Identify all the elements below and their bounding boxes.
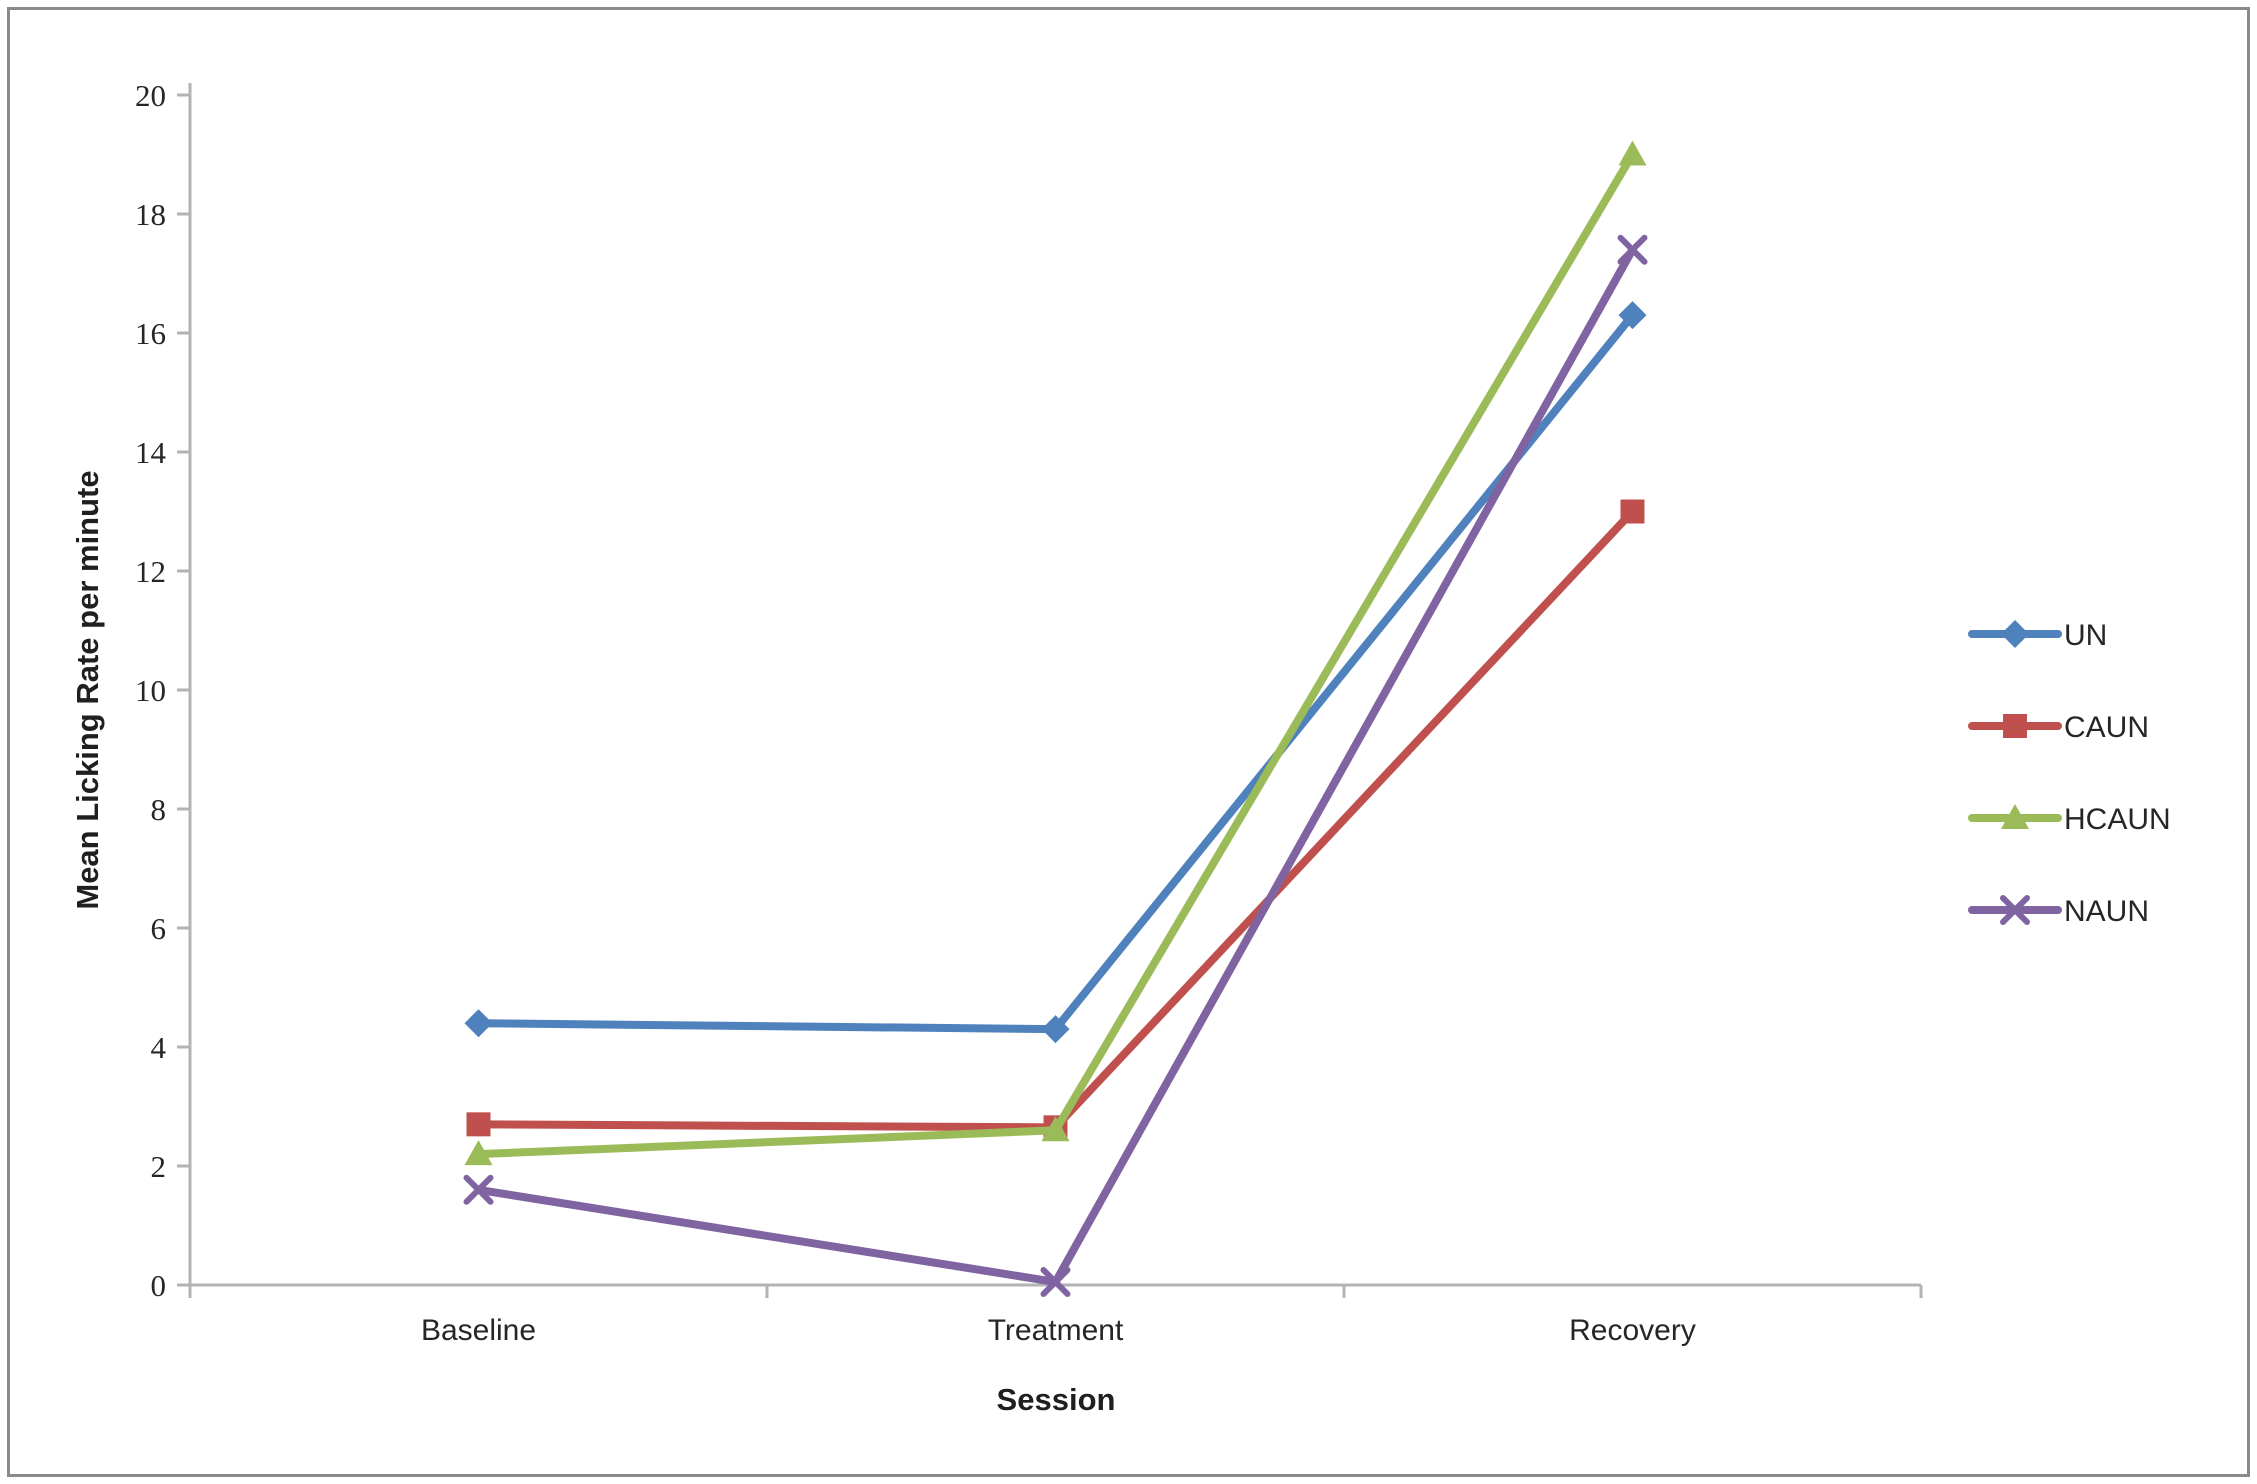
- legend-item-UN: UN: [1968, 619, 2107, 652]
- legend-label: CAUN: [2064, 711, 2149, 744]
- series-UN: [464, 301, 1647, 1044]
- marker-x: [463, 1174, 494, 1205]
- marker-triangle: [1041, 1116, 1070, 1142]
- marker-x: [1040, 1267, 1071, 1298]
- y-tick-label: 12: [135, 554, 166, 589]
- marker-square: [2003, 714, 2027, 738]
- y-tick-label: 4: [151, 1030, 167, 1065]
- y-tick-label: 2: [151, 1149, 167, 1184]
- marker-diamond: [2001, 620, 2029, 648]
- y-tick-label: 8: [151, 792, 167, 827]
- marker-square: [466, 1112, 491, 1137]
- category-label: Recovery: [1569, 1314, 1696, 1347]
- legend-label: HCAUN: [2064, 803, 2171, 836]
- category-label: Treatment: [988, 1314, 1124, 1347]
- y-tick-label: 16: [135, 316, 166, 351]
- marker-x: [2000, 895, 2030, 925]
- series-line-HCAUN: [474, 150, 1637, 1159]
- x-axis-title: Session: [996, 1382, 1116, 1417]
- y-tick-label: 0: [151, 1268, 167, 1303]
- y-tick-label: 6: [151, 911, 167, 946]
- legend: UN CAUN HCAUN NAUN: [1968, 619, 2171, 928]
- y-tick-label: 18: [135, 197, 166, 232]
- legend-label: NAUN: [2064, 895, 2149, 928]
- category-label: Baseline: [421, 1314, 536, 1347]
- legend-item-NAUN: NAUN: [1968, 895, 2149, 928]
- y-tick-label: 20: [135, 78, 166, 113]
- figure-border: [7, 7, 2250, 1477]
- marker-diamond: [1618, 301, 1647, 330]
- legend-label: UN: [2064, 619, 2107, 652]
- marker-x: [1617, 234, 1648, 265]
- series-NAUN: [463, 234, 1648, 1298]
- legend-item-HCAUN: HCAUN: [1968, 803, 2171, 836]
- marker-triangle: [2001, 804, 2029, 829]
- marker-triangle: [1618, 140, 1647, 166]
- series-CAUN: [466, 499, 1645, 1140]
- y-axis-title: Mean Licking Rate per minute: [70, 470, 105, 910]
- series-line-UN: [474, 311, 1637, 1034]
- y-tick-label: 14: [135, 435, 167, 470]
- marker-square: [1620, 499, 1645, 524]
- legend-item-CAUN: CAUN: [1968, 711, 2149, 744]
- y-tick-labels: 0 2 4 6 8 10 12 14 16 18 20: [135, 78, 190, 1303]
- marker-triangle: [464, 1140, 493, 1166]
- y-tick-label: 10: [135, 673, 166, 708]
- marker-diamond: [464, 1009, 493, 1038]
- series-HCAUN: [464, 140, 1647, 1166]
- x-tick-labels: Baseline Treatment Recovery: [188, 1285, 1923, 1347]
- marker-diamond: [1041, 1015, 1070, 1044]
